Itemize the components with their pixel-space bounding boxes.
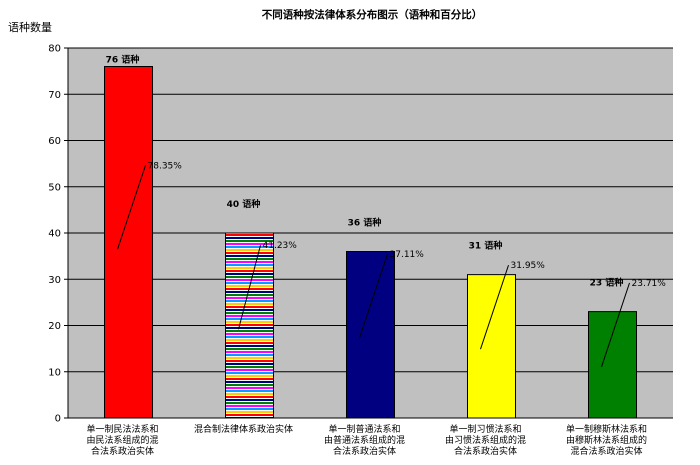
category-label: 单一制普通法系和 <box>328 423 400 435</box>
percentage-leader-line <box>117 165 146 250</box>
percentage-label: 37.11% <box>390 250 425 260</box>
category-label: 混合法系政治实体 <box>570 445 642 457</box>
percentage-label: 41.23% <box>263 241 298 251</box>
bar-value-label: 36 语种 <box>348 217 382 229</box>
data-labels: 76 语种 78.35% 40 语种 41.23% 36 语种 37.11% 31 语种 31… <box>106 54 667 289</box>
y-tick-label: 40 <box>48 229 61 240</box>
percentage-leader-line <box>238 245 261 330</box>
y-tick-label: 80 <box>48 44 61 55</box>
category-label: 由习惯法系组成的混 <box>445 434 526 446</box>
percentage-leader-line <box>480 265 509 350</box>
category-label: 由普通法系组成的混 <box>324 434 405 446</box>
percentage-label: 31.95% <box>511 261 546 271</box>
bar-value-label: 40 语种 <box>227 198 261 210</box>
bar <box>588 311 637 419</box>
bar <box>346 251 395 419</box>
category-label: 由民法系组成的混 <box>86 434 158 446</box>
bar-value-label: 23 语种 <box>590 277 624 289</box>
category-label: 混合制法律体系政治实体 <box>194 423 293 435</box>
bar <box>225 232 274 419</box>
category-label: 由穆斯林法系组成的 <box>566 434 647 446</box>
bar-value-label: 31 语种 <box>469 240 503 252</box>
category-label: 合法系政治实体 <box>454 445 517 457</box>
percentage-label: 23.71% <box>632 279 667 289</box>
y-tick-label: 0 <box>55 414 61 425</box>
category-label: 单一制民法法系和 <box>86 423 158 435</box>
percentage-leader-lines <box>117 165 630 368</box>
y-axis-ticks: 0 10 20 30 40 50 60 70 80 <box>48 44 68 425</box>
bar <box>104 66 153 419</box>
category-label: 合法系政治实体 <box>91 445 154 457</box>
chart-title: 不同语种按法律体系分布图示（语种和百分比） <box>262 8 483 21</box>
percentage-leader-line <box>601 282 630 368</box>
bar <box>467 274 516 419</box>
percentage-leader-line <box>359 253 388 339</box>
y-tick-label: 50 <box>48 182 61 193</box>
y-tick-label: 30 <box>48 275 61 286</box>
category-label: 单一制穆斯林法系和 <box>566 423 647 435</box>
y-axis-label: 语种数量 <box>8 20 52 34</box>
y-tick-label: 10 <box>48 367 61 378</box>
category-label: 合法系政治实体 <box>333 445 396 457</box>
category-label: 单一制习惯法系和 <box>449 423 521 435</box>
bar-value-label: 76 语种 <box>106 54 140 66</box>
y-tick-label: 20 <box>48 321 61 332</box>
y-tick-label: 60 <box>48 136 61 147</box>
y-tick-label: 70 <box>48 90 61 101</box>
percentage-label: 78.35% <box>148 161 183 171</box>
bars <box>104 66 637 419</box>
